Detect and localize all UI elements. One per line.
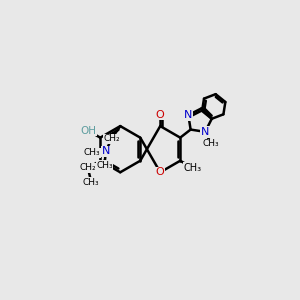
Text: O: O [156,167,165,177]
Text: O: O [156,110,165,119]
Text: N: N [101,146,110,157]
Text: CH₃: CH₃ [203,139,220,148]
Text: CH₃: CH₃ [83,178,100,187]
Text: CH₂: CH₂ [80,164,96,172]
Text: N: N [201,127,209,137]
Text: N: N [184,110,193,120]
Text: CH₃: CH₃ [83,148,100,157]
Text: CH₃: CH₃ [96,161,113,170]
Text: CH₂: CH₂ [103,134,120,143]
Text: OH: OH [80,126,96,136]
Text: CH₃: CH₃ [184,163,202,173]
